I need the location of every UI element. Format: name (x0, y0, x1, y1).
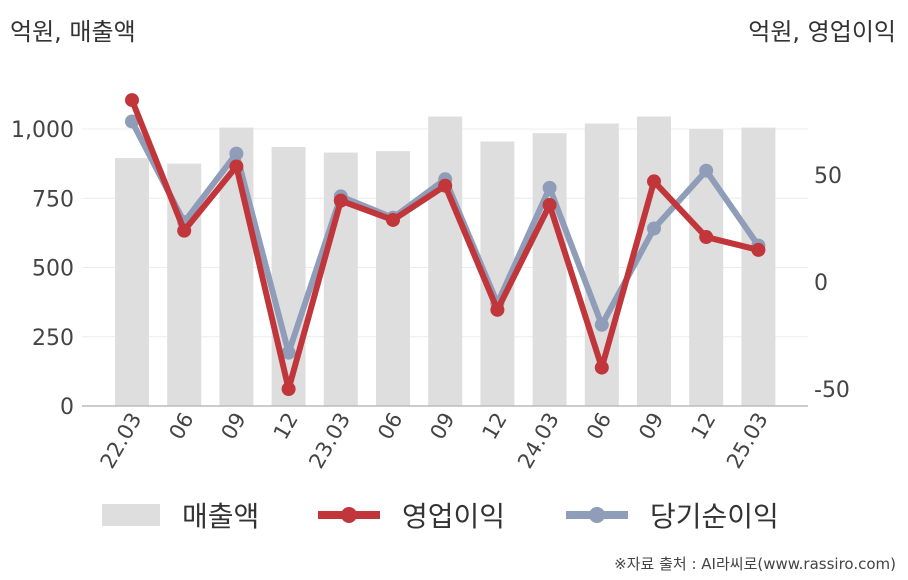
revenue-bar (532, 133, 567, 406)
legend-label-revenue: 매출액 (182, 500, 260, 533)
x-tick-label: 12 (269, 409, 303, 444)
revenue-bar (741, 127, 776, 407)
net-income-swatch (566, 504, 628, 526)
operating-profit-point (594, 360, 609, 375)
operating-profit-point (229, 159, 244, 174)
x-tick-label: 06 (164, 409, 198, 444)
y-left-tick-label: 250 (32, 326, 74, 351)
operating-profit-point (542, 197, 557, 212)
operating-profit-point (438, 178, 453, 193)
x-tick-label: 06 (582, 409, 616, 444)
net-income-point (594, 317, 609, 332)
legend-item-revenue: 매출액 (102, 490, 259, 540)
net-income-point (647, 221, 661, 236)
revenue-bar (115, 158, 149, 406)
x-tick-label: 06 (373, 409, 407, 444)
operating-profit-point (490, 302, 505, 317)
operating-profit-point (125, 93, 139, 108)
net-income-point (229, 146, 244, 161)
net-income-point (699, 163, 714, 178)
y-left-tick-label: 0 (60, 395, 74, 420)
revenue-bar (428, 116, 463, 406)
y-right-tick-label: 50 (814, 164, 842, 189)
left-axis-unit: 억원, 매출액 (10, 18, 136, 46)
revenue-swatch (102, 504, 160, 526)
x-tick-label: 09 (425, 409, 459, 444)
operating-profit-point (647, 174, 661, 189)
y-right-tick-label: -50 (814, 378, 850, 403)
x-tick-label: 25.03 (722, 409, 773, 473)
x-tick-label: 12 (686, 409, 720, 444)
legend-item-operating-profit: 영업이익 (318, 490, 505, 540)
net-income-point (281, 345, 296, 360)
right-axis-unit: 억원, 영업이익 (748, 18, 896, 46)
y-left-tick-label: 1,000 (11, 118, 74, 143)
legend-label-operating-profit: 영업이익 (402, 500, 506, 533)
profit-lines (125, 93, 766, 396)
x-tick-label: 22.03 (95, 409, 146, 473)
revenue-bar (271, 147, 306, 406)
operating-profit-point (333, 193, 348, 208)
x-tick-label: 23.03 (304, 409, 355, 473)
operating-profit-point (751, 242, 766, 257)
operating-profit-swatch (318, 504, 380, 526)
revenue-bar (637, 116, 671, 406)
legend-item-net-income: 당기순이익 (566, 490, 779, 540)
net-income-point (542, 180, 557, 195)
operating-profit-point (177, 223, 192, 238)
revenue-bars (115, 116, 776, 407)
revenue-bar (376, 151, 410, 406)
operating-profit-point (281, 382, 296, 396)
legend: 매출액 영업이익 당기순이익 (0, 490, 908, 540)
x-tick-label: 12 (478, 409, 512, 444)
legend-label-net-income: 당기순이익 (650, 500, 779, 533)
y-right-tick-label: 0 (814, 271, 828, 296)
net-income-point (125, 114, 139, 129)
x-tick-label: 09 (634, 409, 668, 444)
operating-profit-point (386, 212, 400, 227)
x-tick-label: 24.03 (513, 409, 564, 473)
y-left-tick-label: 750 (32, 187, 74, 212)
operating-profit-point (699, 230, 714, 245)
x-tick-label: 09 (217, 409, 251, 444)
y-left-tick-label: 500 (32, 257, 74, 282)
source-note: ※자료 출처 : AI라씨로(www.rassiro.com) (614, 555, 896, 573)
